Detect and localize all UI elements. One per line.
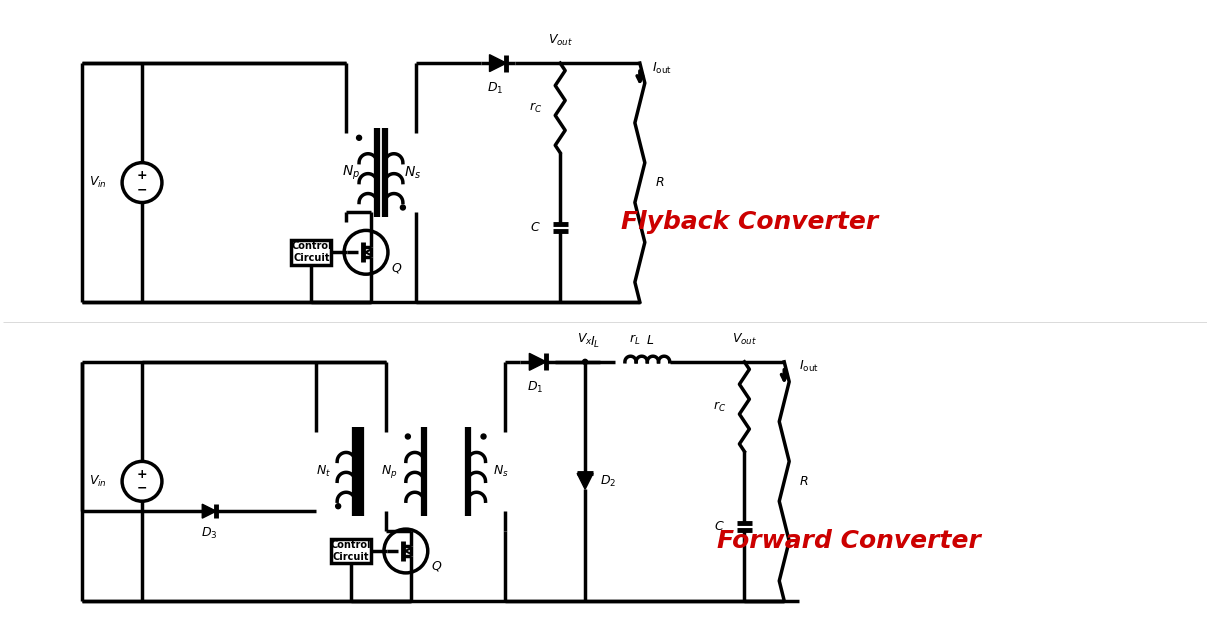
Polygon shape — [577, 473, 593, 489]
Text: $L$: $L$ — [646, 334, 653, 347]
Polygon shape — [202, 504, 217, 518]
Circle shape — [405, 434, 410, 439]
Text: $Q$: $Q$ — [431, 559, 442, 573]
Polygon shape — [529, 353, 546, 370]
Polygon shape — [490, 55, 507, 72]
Text: $C$: $C$ — [714, 519, 725, 533]
Text: $r_C$: $r_C$ — [713, 399, 726, 413]
Text: $V_{out}$: $V_{out}$ — [548, 33, 572, 48]
Text: $V_{in}$: $V_{in}$ — [90, 175, 108, 190]
Text: $Q$: $Q$ — [391, 261, 402, 275]
Text: $I_{\mathrm{out}}$: $I_{\mathrm{out}}$ — [799, 360, 819, 374]
Text: $I_L$: $I_L$ — [590, 334, 600, 350]
Text: −: − — [137, 482, 148, 495]
Circle shape — [335, 504, 341, 508]
Text: Control
Circuit: Control Circuit — [330, 540, 371, 562]
Text: $N_p$: $N_p$ — [342, 164, 361, 182]
Text: $D_3$: $D_3$ — [201, 526, 218, 541]
Circle shape — [401, 205, 405, 210]
Text: +: + — [137, 169, 148, 182]
Text: Flyback Converter: Flyback Converter — [621, 211, 878, 234]
Text: $r_L$: $r_L$ — [629, 333, 640, 347]
Bar — [332, 539, 371, 564]
Text: $N_s$: $N_s$ — [404, 164, 421, 181]
Text: $V_{out}$: $V_{out}$ — [732, 332, 757, 347]
Text: $N_p$: $N_p$ — [381, 463, 398, 480]
Text: $D_2$: $D_2$ — [600, 474, 616, 489]
Text: $D_1$: $D_1$ — [526, 380, 543, 395]
Text: Control
Circuit: Control Circuit — [292, 241, 332, 263]
Text: Forward Converter: Forward Converter — [718, 529, 981, 553]
Text: $R$: $R$ — [655, 176, 664, 189]
Text: $V_{in}$: $V_{in}$ — [90, 474, 108, 489]
Circle shape — [582, 360, 588, 364]
Text: $R$: $R$ — [799, 475, 808, 488]
Text: $D_1$: $D_1$ — [486, 81, 503, 96]
Text: −: − — [137, 183, 148, 196]
Text: +: + — [137, 468, 148, 481]
Text: $N_t$: $N_t$ — [316, 464, 332, 479]
Text: $N_s$: $N_s$ — [494, 464, 509, 479]
Text: $V_x$: $V_x$ — [577, 332, 593, 347]
Bar — [292, 240, 332, 265]
Text: $r_C$: $r_C$ — [529, 101, 542, 115]
Text: $C$: $C$ — [530, 221, 541, 234]
Circle shape — [357, 135, 362, 141]
Circle shape — [482, 434, 486, 439]
Text: $I_{\mathrm{out}}$: $I_{\mathrm{out}}$ — [652, 60, 672, 76]
